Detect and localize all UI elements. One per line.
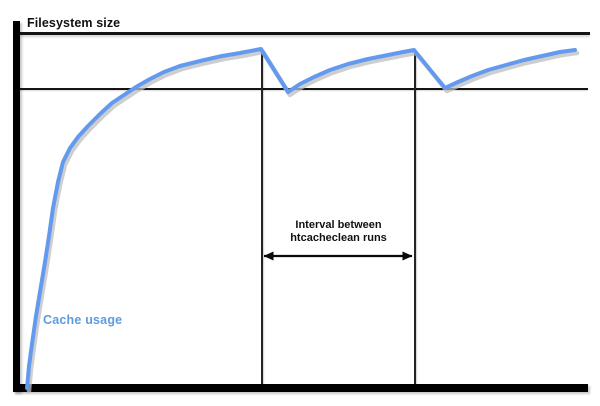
interval-label: Interval between htcacheclean runs bbox=[262, 219, 415, 245]
cache-usage-label: Cache usage bbox=[43, 313, 123, 327]
y-axis-bar bbox=[13, 21, 20, 392]
htcacheclean-run-line-1 bbox=[261, 49, 263, 384]
htcacheclean-run-line-2 bbox=[414, 51, 416, 384]
interval-label-line2: htcacheclean runs bbox=[290, 232, 387, 244]
interval-label-line1: Interval between bbox=[295, 219, 382, 231]
x-axis-bar bbox=[13, 384, 588, 392]
filesystem-size-label: Filesystem size bbox=[27, 16, 121, 30]
cache-limit-line bbox=[20, 88, 588, 90]
filesystem-size-line bbox=[20, 32, 590, 35]
